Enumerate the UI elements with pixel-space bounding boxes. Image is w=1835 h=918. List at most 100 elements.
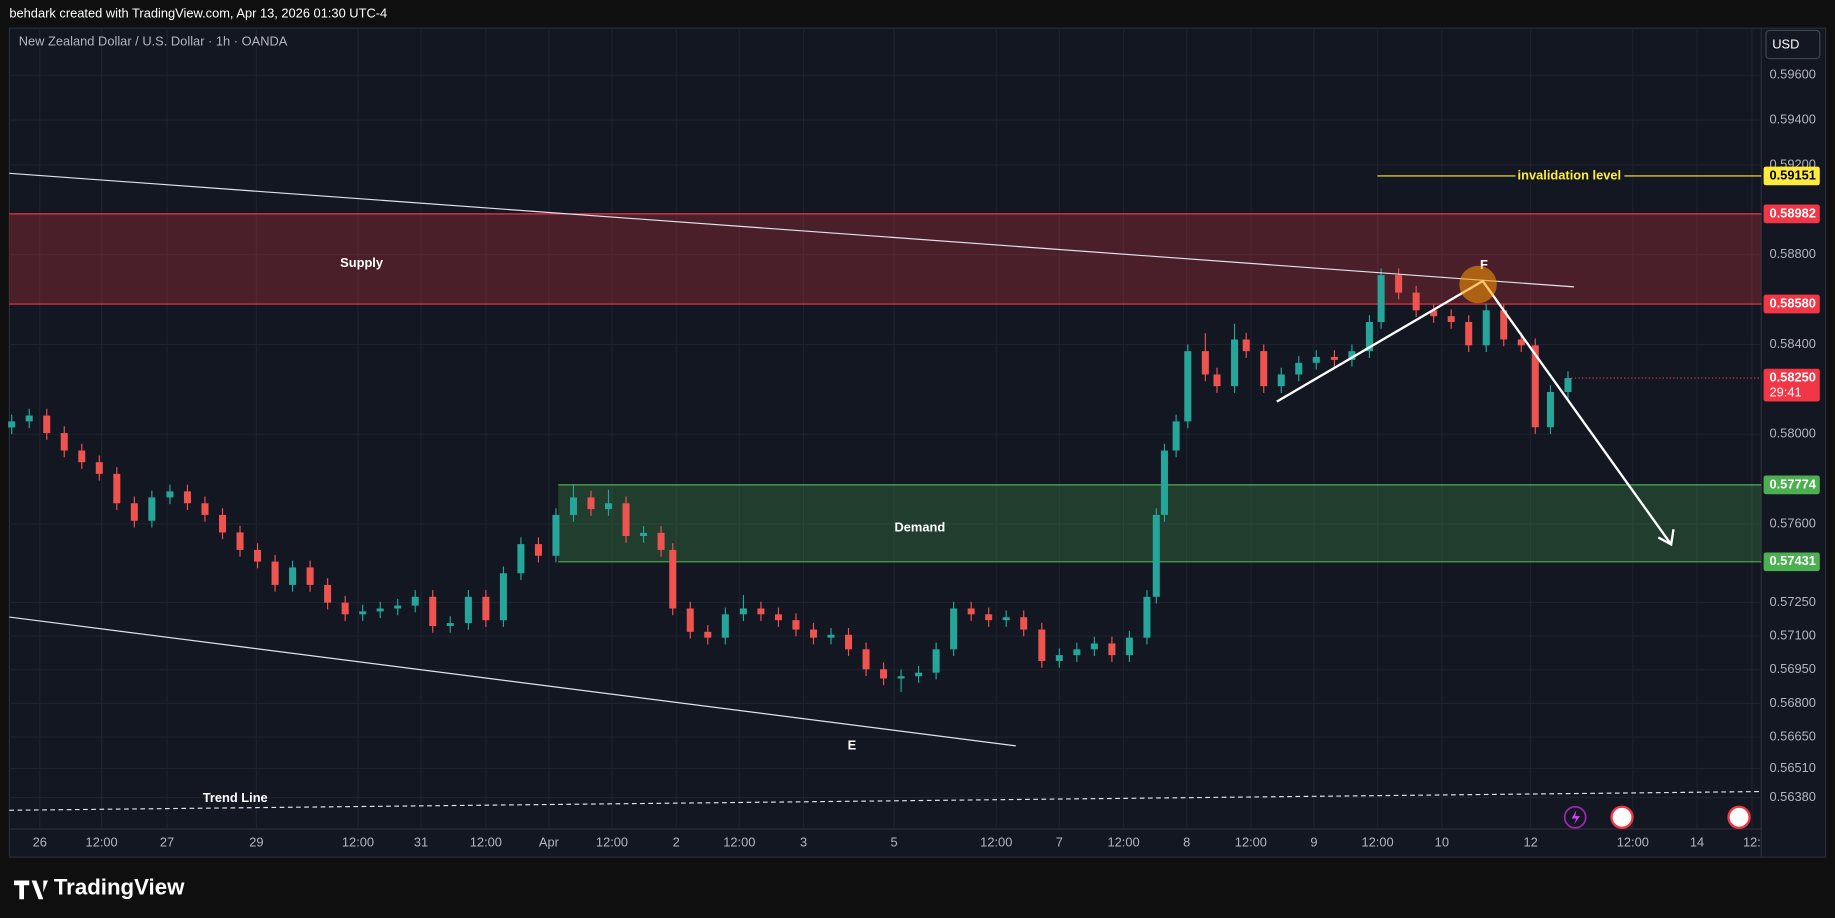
zone-label: Supply	[340, 255, 384, 270]
candle-body	[1143, 596, 1151, 638]
candle-body	[1160, 450, 1168, 515]
price-tag-label: 0.58982	[1769, 205, 1815, 220]
candle-body	[1242, 339, 1250, 352]
candle-body	[289, 567, 297, 585]
us-event-icon[interactable]	[1727, 805, 1751, 830]
event-icon[interactable]	[1563, 805, 1587, 829]
zone-label: Demand	[894, 519, 945, 534]
y-tick-label: 0.56510	[1769, 760, 1815, 775]
candle-body	[862, 649, 870, 670]
y-tick-label: 0.58000	[1769, 426, 1815, 441]
y-tick-label: 0.56650	[1769, 728, 1815, 743]
x-tick-label: 12:00	[980, 834, 1012, 849]
currency-button[interactable]	[1765, 29, 1821, 60]
x-tick-label: 12:00	[1362, 834, 1394, 849]
y-tick-label: 0.57600	[1769, 515, 1815, 530]
candle-body	[1330, 356, 1338, 360]
candle-body	[1184, 351, 1192, 422]
arrow-head	[1657, 529, 1675, 547]
candle-body	[1260, 351, 1268, 387]
candle-body	[341, 602, 349, 615]
candle-body	[792, 620, 800, 630]
candle-body	[254, 549, 262, 562]
candle-body	[640, 532, 648, 537]
candle-body	[1020, 617, 1028, 630]
drawings	[9, 172, 1762, 830]
x-tick-label: Apr	[539, 834, 560, 849]
candle-body	[1465, 321, 1473, 346]
candle-body	[534, 544, 542, 556]
candle-body	[1038, 629, 1046, 661]
candle-body	[1055, 655, 1063, 661]
candle-body	[482, 596, 490, 621]
x-tick-label: 12:00	[1107, 834, 1139, 849]
candle-body	[1564, 378, 1572, 392]
price-tag	[1763, 294, 1820, 314]
logo-mark	[14, 880, 48, 900]
price-tag-label: 0.58580	[1769, 295, 1815, 310]
candle-body	[517, 544, 525, 574]
candle-body	[657, 532, 665, 550]
x-tick-label: 14	[1690, 834, 1704, 849]
price-tag-label: 0.57774	[1769, 476, 1816, 491]
candle-body	[1430, 310, 1438, 317]
candle-body	[8, 421, 16, 428]
price-tag	[1763, 166, 1820, 186]
y-tick-label: 0.56800	[1769, 695, 1815, 710]
candle-body	[569, 497, 577, 515]
price-tag-label: 0.59151	[1769, 167, 1815, 182]
candle-body	[376, 608, 384, 612]
zone	[9, 213, 1762, 305]
candle-body	[845, 634, 853, 650]
candle-body	[967, 608, 975, 615]
candle-body	[464, 596, 472, 624]
candle-body	[809, 629, 817, 638]
x-tick-label: 12:00	[470, 834, 502, 849]
annotation: E	[848, 737, 857, 752]
candle-body	[552, 514, 560, 556]
us-event-icon[interactable]	[1610, 805, 1634, 830]
candle-body	[1277, 374, 1285, 387]
level-label: invalidation level	[1518, 167, 1622, 182]
x-tick-label: 12	[1523, 834, 1537, 849]
x-tick-label: 8	[1183, 834, 1190, 849]
x-tick-label: 9	[1310, 834, 1317, 849]
candle-body	[429, 596, 437, 626]
x-tick-label: 26	[33, 834, 47, 849]
y-tick-label: 0.58400	[1769, 336, 1815, 351]
y-tick-label: 0.56380	[1769, 789, 1815, 804]
candle-body	[1201, 351, 1209, 375]
candle-body	[880, 669, 888, 679]
candle-body	[827, 634, 835, 638]
x-tick-label: 7	[1056, 834, 1063, 849]
candle-body	[1108, 643, 1116, 656]
lightning-icon	[1571, 810, 1580, 825]
candle-body	[1517, 339, 1525, 346]
x-tick-label: 12:00	[342, 834, 374, 849]
x-tick-label: 10	[1435, 834, 1449, 849]
currency-label[interactable]: USD	[1772, 36, 1799, 51]
x-tick-label: 3	[800, 834, 807, 849]
candle-body	[605, 503, 613, 510]
candle-body	[1295, 362, 1303, 375]
candle-body	[25, 415, 33, 422]
x-tick-label: 29	[249, 834, 263, 849]
countdown-label: 29:41	[1769, 385, 1801, 400]
price-tag	[1763, 552, 1820, 572]
candle-body	[587, 497, 595, 510]
candle-body	[130, 503, 138, 521]
candle-body	[704, 631, 712, 638]
candle-body	[166, 491, 174, 498]
x-tick-label: 2	[673, 834, 680, 849]
candle-body	[446, 623, 454, 626]
y-tick-label: 0.57250	[1769, 594, 1815, 609]
candle-body	[95, 462, 103, 474]
annotation: Trend Line	[203, 790, 268, 805]
x-tick-label: 31	[414, 834, 428, 849]
y-tick-label: 0.57100	[1769, 627, 1815, 642]
candle-body	[1395, 275, 1403, 293]
candle-body	[324, 584, 332, 603]
chart-panel	[8, 27, 1827, 858]
